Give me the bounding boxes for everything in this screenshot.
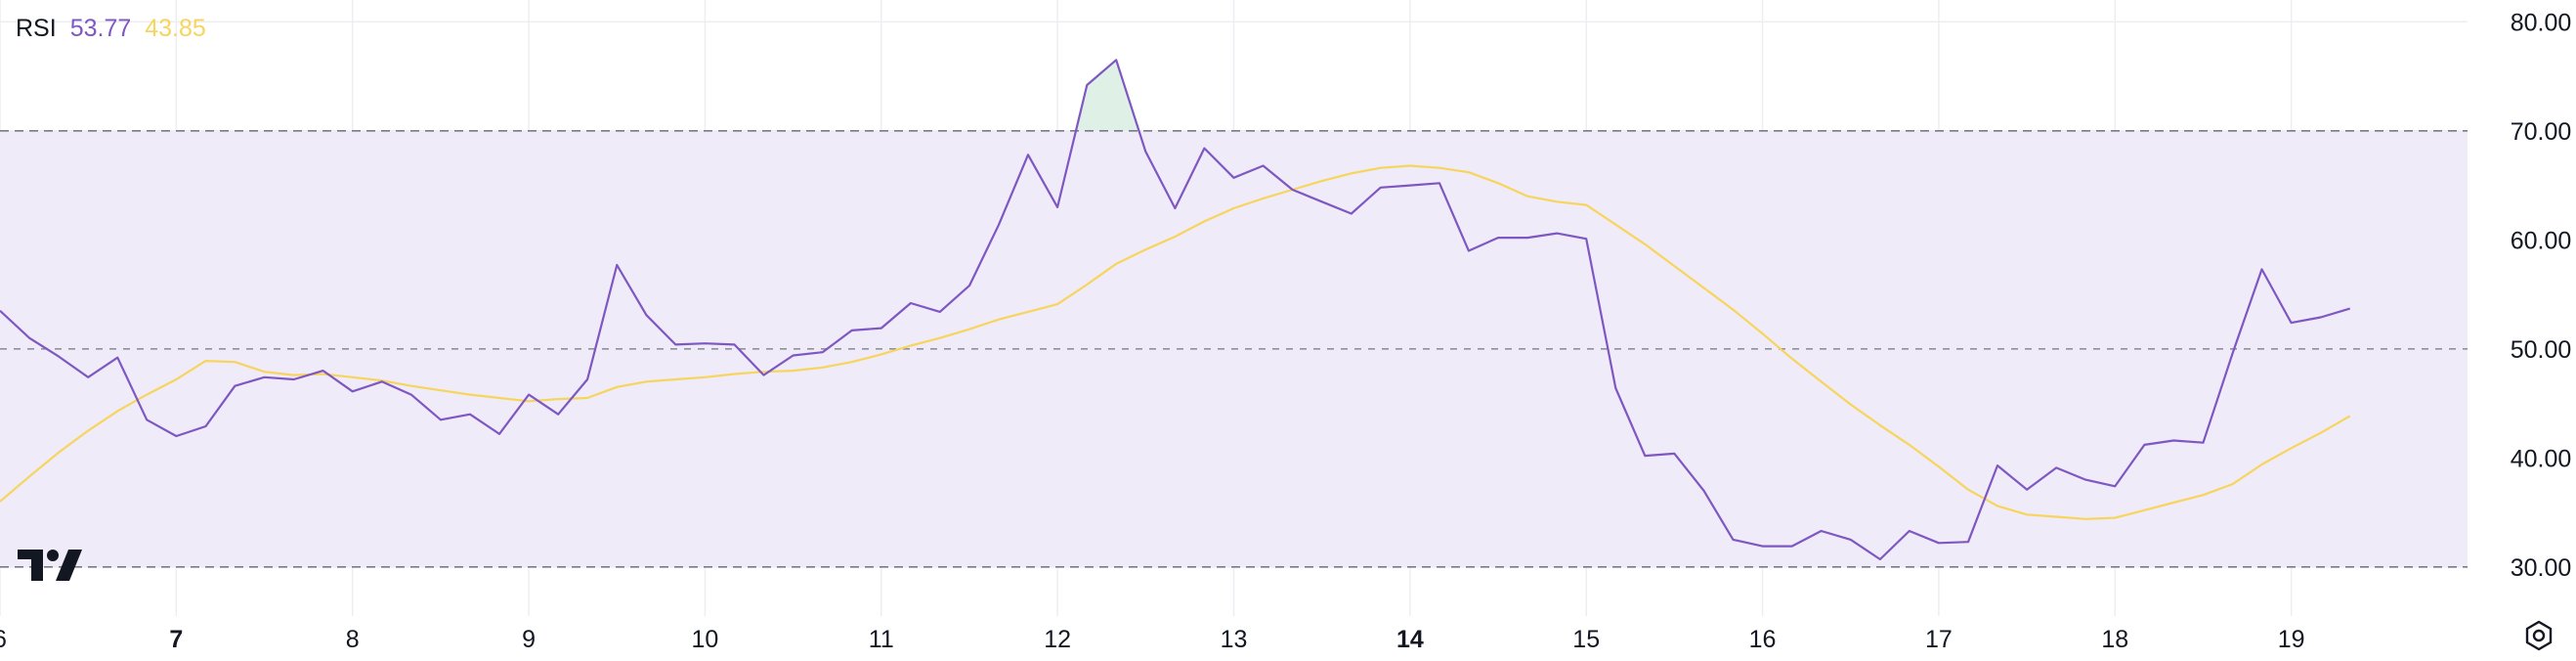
y-tick-label: 60.00 [2511, 227, 2572, 254]
x-tick-label: 7 [169, 626, 183, 653]
y-tick-label: 50.00 [2511, 336, 2572, 364]
y-tick-label: 30.00 [2511, 554, 2572, 582]
rsi-bands [0, 60, 2468, 568]
x-tick-label: 13 [1221, 626, 1248, 653]
x-tick-label: 15 [1572, 626, 1600, 653]
overbought-fill [1075, 60, 1139, 131]
x-tick-label: 6 [0, 626, 7, 653]
settings-gear-icon[interactable] [2523, 620, 2555, 656]
x-tick-label: 18 [2101, 626, 2128, 653]
y-tick-label: 80.00 [2511, 9, 2572, 36]
x-tick-label: 9 [522, 626, 536, 653]
tradingview-logo-icon[interactable] [18, 550, 82, 586]
price-axis[interactable]: 80.00 70.00 60.00 50.00 40.00 30.00 [2511, 9, 2572, 582]
x-tick-label: 16 [1749, 626, 1777, 653]
series-lines [0, 59, 2351, 561]
rsi-ma-line [0, 164, 2351, 520]
x-tick-label: 14 [1396, 626, 1424, 653]
rsi-value: 53.77 [69, 15, 132, 42]
time-axis[interactable]: 6 7 8 9 10 11 12 13 14 15 16 17 18 19 [0, 626, 2305, 653]
rsi-ma-value: 43.85 [145, 15, 206, 42]
x-tick-label: 10 [692, 626, 719, 653]
indicator-name: RSI [16, 15, 57, 42]
rsi-line [0, 59, 2351, 561]
x-tick-label: 17 [1925, 626, 1953, 653]
y-tick-label: 70.00 [2511, 118, 2572, 146]
x-tick-label: 11 [869, 626, 894, 653]
x-tick-label: 12 [1044, 626, 1071, 653]
indicator-legend[interactable]: RSI 53.77 43.85 [16, 12, 206, 45]
y-tick-label: 40.00 [2511, 445, 2572, 472]
x-tick-label: 8 [346, 626, 360, 653]
x-tick-label: 19 [2278, 626, 2305, 653]
